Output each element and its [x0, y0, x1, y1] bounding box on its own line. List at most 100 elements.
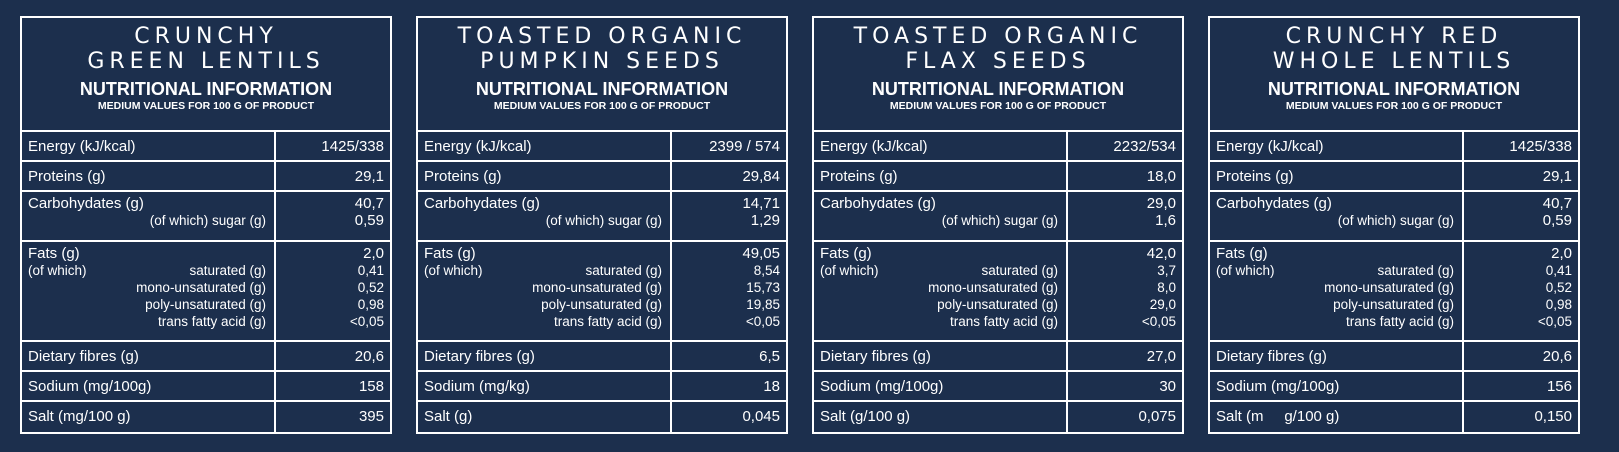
- info-subtitle: MEDIUM VALUES FOR 100 G OF PRODUCT: [493, 100, 711, 112]
- sugar-value: 1,6: [1155, 212, 1176, 229]
- fats-row: Fats (g) (of which) saturated (g) mono-u…: [1210, 242, 1578, 342]
- carbohydrates-label-cell: Carbohydates (g) (of which) sugar (g): [22, 192, 276, 240]
- energy-label: Energy (kJ/kcal): [1210, 132, 1464, 160]
- carbohydrates-label: Carbohydates (g): [424, 195, 540, 212]
- proteins-value: 29,1: [354, 168, 384, 185]
- mono-value: 0,52: [357, 280, 384, 295]
- energy-value: 1425/338: [1509, 138, 1572, 155]
- saturated-line: (of which) saturated (g): [820, 262, 1060, 279]
- carbohydrates-row: Carbohydates (g) (of which) sugar (g) 14…: [418, 192, 786, 242]
- poly-value: 19,85: [746, 297, 780, 312]
- carbohydrates-row: Carbohydates (g) (of which) sugar (g) 40…: [1210, 192, 1578, 242]
- mono-label: mono-unsaturated (g): [1324, 280, 1454, 295]
- mono-value: 15,73: [746, 280, 780, 295]
- product-title-line1: Toasted Organic: [457, 24, 747, 49]
- sodium-value: 158: [358, 378, 384, 395]
- energy-value: 1425/338: [321, 138, 384, 155]
- carbohydrates-value-cell: 40,7 0,59: [1464, 192, 1578, 240]
- proteins-value: 18,0: [1146, 168, 1176, 185]
- saturated-label: saturated (g): [189, 263, 266, 278]
- energy-value: 2232/534: [1113, 138, 1176, 155]
- trans-value: <0,05: [349, 314, 384, 329]
- energy-label: Energy (kJ/kcal): [22, 132, 276, 160]
- poly-value: 0,98: [357, 297, 384, 312]
- proteins-row: Proteins (g) 29,1: [1210, 162, 1578, 192]
- trans-value: <0,05: [745, 314, 780, 329]
- sodium-label: Sodium (mg/kg): [418, 372, 672, 400]
- info-subtitle: MEDIUM VALUES FOR 100 G OF PRODUCT: [1285, 100, 1503, 112]
- fats-row: Fats (g) (of which) saturated (g) mono-u…: [814, 242, 1182, 342]
- mono-label: mono-unsaturated (g): [136, 280, 266, 295]
- poly-value: 0,98: [1545, 297, 1572, 312]
- salt-label: Salt (g/100 g): [814, 402, 1068, 432]
- salt-value: 0,075: [1138, 408, 1176, 425]
- salt-row: Salt (g) 0,045: [418, 402, 786, 432]
- fats-label-cell: Fats (g) (of which) saturated (g) mono-u…: [814, 242, 1068, 340]
- fibres-value: 6,5: [759, 348, 780, 365]
- fats-value: 2,0: [1551, 245, 1572, 262]
- proteins-label: Proteins (g): [22, 162, 276, 190]
- carbohydrates-value-cell: 40,7 0,59: [276, 192, 390, 240]
- of-which-label: (of which): [424, 263, 483, 278]
- carbohydrates-value: 29,0: [1146, 195, 1176, 212]
- salt-label: Salt (m g/100 g): [1210, 402, 1464, 432]
- panel-header: Crunchy Green Lentils NUTRITIONAL INFORM…: [22, 18, 390, 132]
- sugar-label: (of which) sugar (g): [545, 213, 662, 228]
- trans-label: trans fatty acid (g): [553, 314, 662, 329]
- salt-value: 0,045: [742, 408, 780, 425]
- trans-value: <0,05: [1141, 314, 1176, 329]
- saturated-label: saturated (g): [1377, 263, 1454, 278]
- energy-row: Energy (kJ/kcal) 1425/338: [22, 132, 390, 162]
- carbohydrates-label-cell: Carbohydates (g) (of which) sugar (g): [814, 192, 1068, 240]
- fibres-label: Dietary fibres (g): [22, 342, 276, 370]
- trans-label: trans fatty acid (g): [157, 314, 266, 329]
- mono-label: mono-unsaturated (g): [928, 280, 1058, 295]
- poly-label: poly-unsaturated (g): [541, 297, 662, 312]
- product-title-line1: Crunchy Red: [1285, 24, 1503, 49]
- product-panel: Toasted Organic Pumpkin Seeds NUTRITIONA…: [416, 16, 788, 434]
- product-panel: Crunchy Red Whole Lentils NUTRITIONAL IN…: [1208, 16, 1580, 434]
- fats-value: 49,05: [742, 245, 780, 262]
- product-title-line2: Green Lentils: [87, 49, 325, 74]
- salt-row: Salt (g/100 g) 0,075: [814, 402, 1182, 432]
- product-title-line1: Crunchy: [134, 24, 278, 49]
- sugar-value: 1,29: [750, 212, 780, 229]
- fibres-label: Dietary fibres (g): [814, 342, 1068, 370]
- product-panel: Toasted Organic Flax Seeds NUTRITIONAL I…: [812, 16, 1184, 434]
- proteins-label: Proteins (g): [814, 162, 1068, 190]
- mono-value: 0,52: [1545, 280, 1572, 295]
- saturated-value: 0,41: [357, 263, 384, 278]
- fats-value: 42,0: [1146, 245, 1176, 262]
- carbohydrates-value: 14,71: [742, 195, 780, 212]
- saturated-label: saturated (g): [585, 263, 662, 278]
- info-title: NUTRITIONAL INFORMATION: [79, 79, 333, 99]
- mono-value: 8,0: [1157, 280, 1176, 295]
- sugar-value: 0,59: [354, 212, 384, 229]
- fats-row: Fats (g) (of which) saturated (g) mono-u…: [418, 242, 786, 342]
- proteins-row: Proteins (g) 29,1: [22, 162, 390, 192]
- fats-row: Fats (g) (of which) saturated (g) mono-u…: [22, 242, 390, 342]
- salt-row: Salt (m g/100 g) 0,150: [1210, 402, 1578, 432]
- energy-label: Energy (kJ/kcal): [814, 132, 1068, 160]
- panel-header: Crunchy Red Whole Lentils NUTRITIONAL IN…: [1210, 18, 1578, 132]
- proteins-label: Proteins (g): [418, 162, 672, 190]
- saturated-line: (of which) saturated (g): [28, 262, 268, 279]
- trans-value: <0,05: [1537, 314, 1572, 329]
- of-which-label: (of which): [820, 263, 879, 278]
- fibres-value: 20,6: [1542, 348, 1572, 365]
- salt-value: 395: [358, 408, 384, 425]
- energy-row: Energy (kJ/kcal) 2232/534: [814, 132, 1182, 162]
- sodium-label: Sodium (mg/100g): [22, 372, 276, 400]
- salt-row: Salt (mg/100 g) 395: [22, 402, 390, 432]
- carbohydrates-value-cell: 14,71 1,29: [672, 192, 786, 240]
- trans-label: trans fatty acid (g): [949, 314, 1058, 329]
- fibres-row: Dietary fibres (g) 27,0: [814, 342, 1182, 372]
- saturated-value: 3,7: [1157, 263, 1176, 278]
- product-panel: Crunchy Green Lentils NUTRITIONAL INFORM…: [20, 16, 392, 434]
- saturated-line: (of which) saturated (g): [424, 262, 664, 279]
- info-subtitle: MEDIUM VALUES FOR 100 G OF PRODUCT: [97, 100, 315, 112]
- sugar-value: 0,59: [1542, 212, 1572, 229]
- panel-header: Toasted Organic Flax Seeds NUTRITIONAL I…: [814, 18, 1182, 132]
- sodium-row: Sodium (mg/100g) 156: [1210, 372, 1578, 402]
- carbohydrates-label: Carbohydates (g): [28, 195, 144, 212]
